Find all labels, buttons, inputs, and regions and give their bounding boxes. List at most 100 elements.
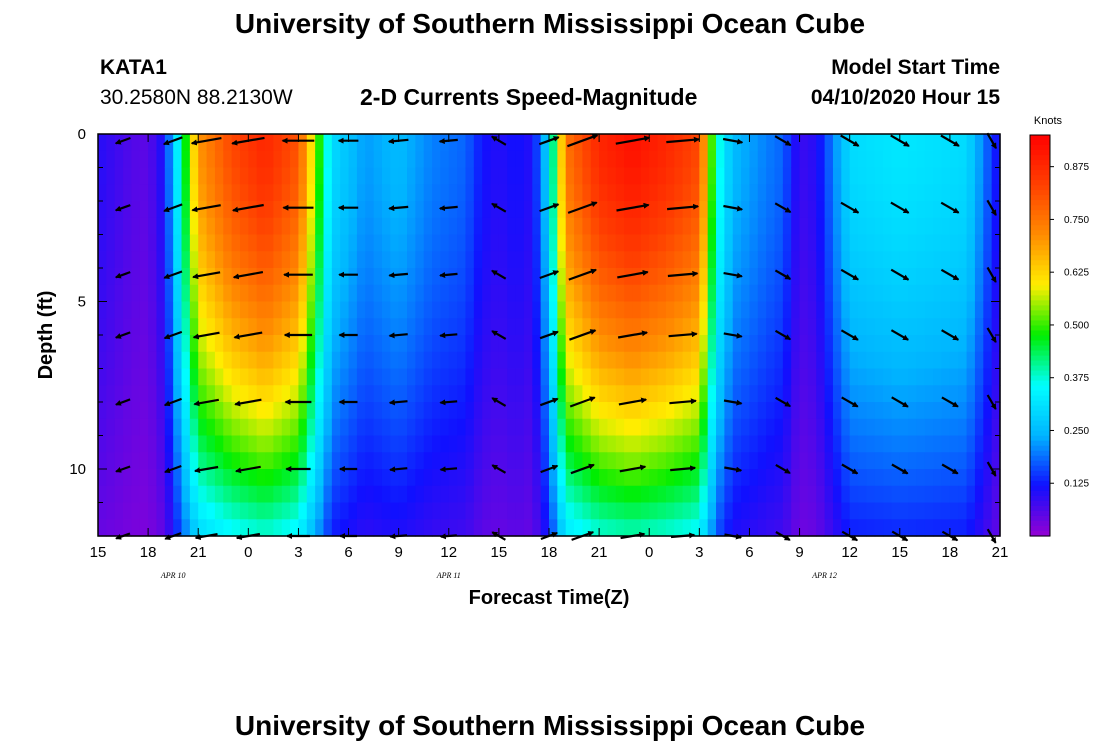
heatmap-cell: [916, 184, 926, 202]
heatmap-cell: [916, 134, 926, 152]
heatmap-cell: [290, 502, 300, 520]
heatmap-cell: [323, 268, 333, 286]
heatmap-cell: [440, 301, 450, 319]
heatmap-cell: [331, 452, 341, 470]
heatmap-cell: [599, 418, 609, 437]
heatmap-cell: [106, 385, 116, 403]
heatmap-cell: [148, 485, 158, 504]
heatmap-cell: [941, 201, 951, 219]
colorbar-segment: [1030, 220, 1050, 226]
heatmap-cell: [590, 301, 600, 319]
heatmap-cell: [574, 418, 584, 437]
heatmap-cell: [599, 167, 609, 185]
current-vector: [491, 464, 507, 474]
heatmap-cell: [816, 150, 826, 169]
x-tick-label: 15: [90, 544, 107, 561]
heatmap-cell: [674, 402, 684, 420]
heatmap-cell: [106, 502, 116, 520]
heatmap-cell: [381, 351, 391, 370]
heatmap-cell: [590, 385, 600, 403]
heatmap-cell: [640, 351, 650, 370]
heatmap-cell: [331, 251, 341, 269]
heatmap-cell: [540, 284, 550, 303]
heatmap-cell: [340, 268, 350, 286]
heatmap-cell: [724, 502, 734, 520]
heatmap-cell: [490, 418, 500, 437]
heatmap-cell: [515, 184, 525, 202]
heatmap-cell: [306, 402, 316, 420]
heatmap-cell: [615, 284, 625, 303]
heatmap-cell: [590, 368, 600, 386]
heatmap-cell: [540, 318, 550, 336]
heatmap-cell: [198, 268, 208, 286]
heatmap-cell: [206, 335, 216, 353]
heatmap-cell: [423, 201, 433, 219]
heatmap-cell: [782, 452, 792, 470]
heatmap-cell: [908, 318, 918, 336]
heatmap-cell: [974, 318, 984, 336]
heatmap-cell: [590, 134, 600, 152]
heatmap-cell: [131, 402, 141, 420]
heatmap-cell: [239, 469, 249, 487]
heatmap-cell: [540, 402, 550, 420]
heatmap-cell: [323, 201, 333, 219]
heatmap-cell: [557, 418, 567, 437]
heatmap-cell: [290, 167, 300, 185]
heatmap-cell: [816, 418, 826, 437]
heatmap-cell: [832, 485, 842, 504]
heatmap-cell: [640, 134, 650, 152]
heatmap-cell: [148, 134, 158, 152]
heatmap-cell: [432, 351, 442, 370]
heatmap-cell: [448, 201, 458, 219]
heatmap-cell: [799, 469, 809, 487]
heatmap-cell: [106, 402, 116, 420]
heatmap-cell: [189, 284, 199, 303]
heatmap-cell: [239, 234, 249, 252]
heatmap-cell: [624, 469, 634, 487]
heatmap-cell: [198, 134, 208, 152]
heatmap-cell: [549, 150, 558, 169]
heatmap-cell: [832, 452, 842, 470]
heatmap-cell: [164, 284, 174, 303]
heatmap-cell: [874, 351, 884, 370]
heatmap-cell: [315, 485, 325, 504]
heatmap-cell: [615, 502, 625, 520]
heatmap-cell: [958, 452, 968, 470]
heatmap-cell: [774, 351, 784, 370]
heatmap-cell: [306, 251, 316, 269]
heatmap-cell: [540, 418, 550, 437]
heatmap-cell: [198, 469, 208, 487]
heatmap-cell: [273, 418, 283, 437]
heatmap-cell: [390, 201, 400, 219]
heatmap-cell: [924, 452, 934, 470]
heatmap-cell: [983, 351, 993, 370]
heatmap-cell: [624, 268, 634, 286]
heatmap-cell: [724, 184, 734, 202]
colorbar-segment: [1030, 200, 1050, 206]
heatmap-cell: [331, 134, 341, 152]
heatmap-cell: [749, 184, 759, 202]
heatmap-cell: [699, 301, 709, 319]
heatmap-cell: [866, 452, 876, 470]
heatmap-cell: [440, 167, 450, 185]
colorbar-unit: Knots: [1034, 115, 1063, 127]
heatmap-cell: [198, 452, 208, 470]
heatmap-cell: [699, 519, 709, 537]
heatmap-cell: [540, 234, 550, 252]
heatmap-cell: [824, 268, 834, 286]
heatmap-cell: [373, 301, 383, 319]
colorbar-segment: [1030, 160, 1050, 166]
heatmap-cell: [273, 217, 283, 236]
heatmap-cell: [883, 368, 893, 386]
heatmap-cell: [248, 284, 258, 303]
heatmap-cell: [214, 234, 224, 252]
heatmap-cell: [615, 234, 625, 252]
heatmap-cell: [248, 184, 258, 202]
heatmap-cell: [532, 435, 542, 453]
heatmap-cell: [248, 150, 258, 169]
heatmap-cell: [198, 217, 208, 236]
heatmap-cell: [899, 167, 909, 185]
heatmap-cell: [766, 351, 776, 370]
heatmap-cell: [365, 167, 375, 185]
heatmap-cell: [574, 469, 584, 487]
